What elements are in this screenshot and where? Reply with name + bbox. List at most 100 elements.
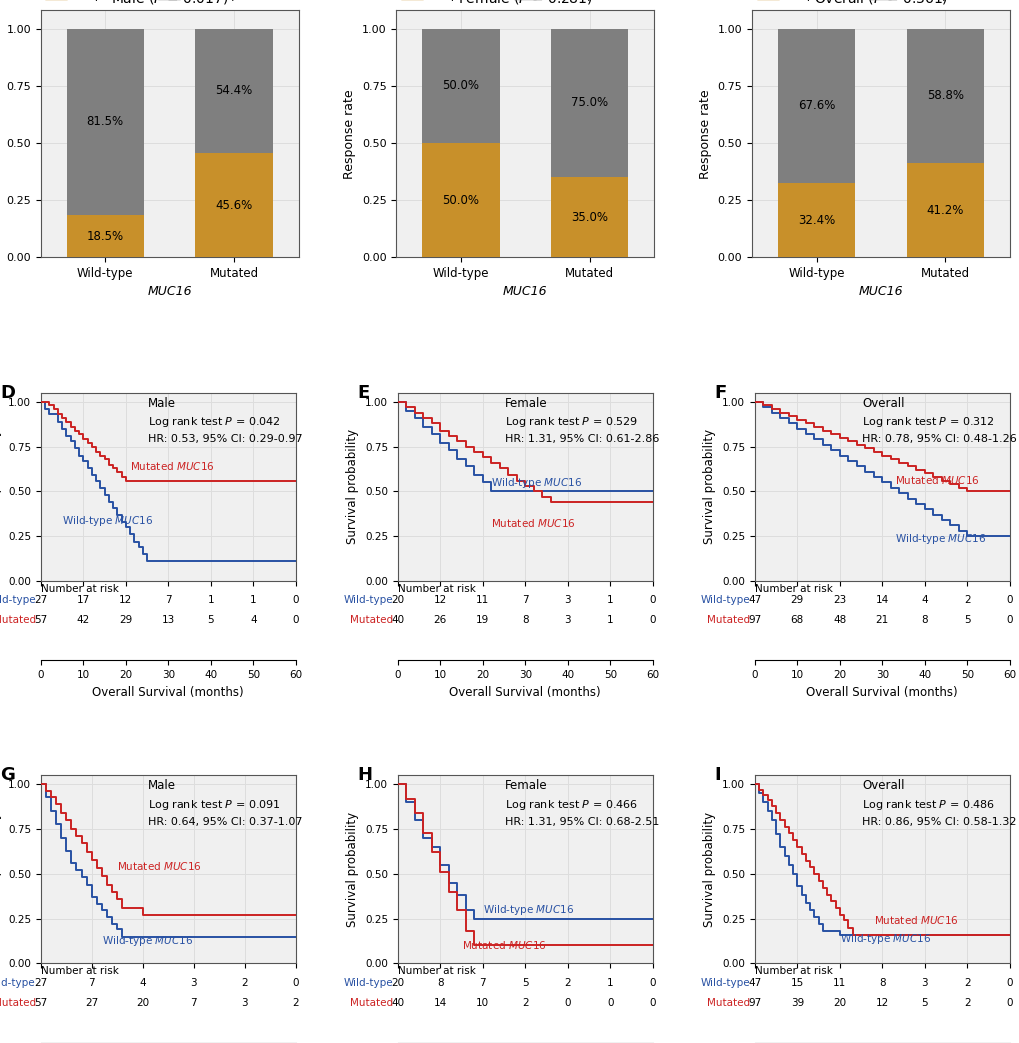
Text: 0: 0 (1006, 615, 1012, 625)
Text: Wild-type $\it{MUC16}$: Wild-type $\it{MUC16}$ (102, 933, 193, 948)
Text: 97: 97 (748, 997, 760, 1008)
Text: 11: 11 (476, 596, 489, 606)
Text: H: H (357, 766, 372, 784)
Legend: Responder, Non-responder: Responder, Non-responder (41, 0, 276, 5)
Text: 50.0%: 50.0% (442, 79, 479, 93)
Text: 45.6%: 45.6% (215, 198, 253, 212)
Text: Male: Male (148, 779, 175, 792)
Text: 2: 2 (292, 997, 299, 1008)
Text: 14: 14 (433, 997, 446, 1008)
Text: 27: 27 (35, 596, 47, 606)
X-axis label: MUC16: MUC16 (502, 286, 547, 298)
Y-axis label: Response rate: Response rate (343, 89, 356, 178)
Text: 20: 20 (833, 997, 846, 1008)
Y-axis label: Survival probability: Survival probability (703, 811, 715, 927)
Text: Female: Female (504, 396, 547, 410)
Text: 7: 7 (479, 978, 486, 988)
Text: 40: 40 (391, 997, 404, 1008)
Bar (66, 215, 144, 258)
Text: Number at risk: Number at risk (754, 966, 832, 976)
Text: 14: 14 (875, 596, 888, 606)
Text: Mutated $\it{MUC16}$: Mutated $\it{MUC16}$ (873, 914, 958, 926)
Text: 5: 5 (963, 615, 970, 625)
Text: Wild-type: Wild-type (700, 978, 750, 988)
Title: Male ($\it{P}$ = 0.017): Male ($\it{P}$ = 0.017) (111, 0, 228, 5)
Text: 18.5%: 18.5% (87, 229, 123, 243)
Text: 23: 23 (833, 596, 846, 606)
Text: 20: 20 (137, 997, 149, 1008)
Text: 47: 47 (748, 596, 760, 606)
Text: Mutated $\it{MUC16}$: Mutated $\it{MUC16}$ (491, 517, 576, 529)
Text: HR: 0.86, 95% CI: 0.58-1.32: HR: 0.86, 95% CI: 0.58-1.32 (861, 817, 1015, 827)
Text: 8: 8 (920, 615, 927, 625)
Text: 12: 12 (433, 596, 446, 606)
Text: 0: 0 (292, 978, 299, 988)
Text: D: D (0, 384, 15, 402)
Text: Log rank test $\it{P}$ = 0.042: Log rank test $\it{P}$ = 0.042 (148, 415, 280, 430)
Text: Wild-type $\it{MUC16}$: Wild-type $\it{MUC16}$ (839, 931, 930, 946)
Text: Number at risk: Number at risk (397, 584, 475, 593)
Text: 19: 19 (476, 615, 489, 625)
Text: 17: 17 (76, 596, 90, 606)
Text: Log rank test $\it{P}$ = 0.466: Log rank test $\it{P}$ = 0.466 (504, 798, 638, 811)
Text: 48: 48 (833, 615, 846, 625)
Text: Mutated $\it{MUC16}$: Mutated $\it{MUC16}$ (895, 475, 979, 486)
Legend: Responder, Non-responder: Responder, Non-responder (751, 0, 986, 5)
Text: 67.6%: 67.6% (797, 99, 835, 113)
Text: Wild-type: Wild-type (343, 596, 393, 606)
Text: 12: 12 (875, 997, 888, 1008)
Text: Mutated: Mutated (0, 997, 36, 1008)
Text: Mutated: Mutated (707, 615, 750, 625)
Text: Mutated: Mutated (0, 615, 37, 625)
Text: 21: 21 (875, 615, 888, 625)
Text: 0: 0 (649, 978, 655, 988)
Title: Female ($\it{P}$ = 0.281): Female ($\it{P}$ = 0.281) (458, 0, 592, 5)
Bar (777, 29, 854, 184)
Text: 0: 0 (649, 596, 655, 606)
Text: 5: 5 (920, 997, 927, 1008)
Text: 11: 11 (833, 978, 846, 988)
Text: Log rank test $\it{P}$ = 0.091: Log rank test $\it{P}$ = 0.091 (148, 798, 280, 811)
Text: 54.4%: 54.4% (215, 84, 253, 97)
Text: 2: 2 (963, 978, 970, 988)
Text: 97: 97 (748, 615, 760, 625)
Text: 57: 57 (35, 997, 47, 1008)
Text: 5: 5 (522, 978, 528, 988)
Text: 50.0%: 50.0% (442, 194, 479, 207)
Text: 7: 7 (522, 596, 528, 606)
Text: Wild-type: Wild-type (343, 978, 393, 988)
Bar (66, 29, 144, 215)
Text: 39: 39 (790, 997, 803, 1008)
Text: 2: 2 (963, 997, 970, 1008)
Text: 2: 2 (522, 997, 528, 1008)
Bar (422, 143, 499, 258)
Text: 1: 1 (606, 596, 613, 606)
Legend: Responder, Non-responder: Responder, Non-responder (396, 0, 632, 5)
Text: 2: 2 (963, 596, 970, 606)
Text: 0: 0 (649, 615, 655, 625)
Text: G: G (0, 766, 15, 784)
Text: 0: 0 (649, 997, 655, 1008)
Text: E: E (357, 384, 369, 402)
Text: Wild-type: Wild-type (700, 596, 750, 606)
Bar (196, 29, 272, 153)
Text: I: I (713, 766, 719, 784)
Bar (196, 153, 272, 258)
Text: 4: 4 (250, 615, 257, 625)
Text: 0: 0 (292, 615, 299, 625)
Text: 13: 13 (162, 615, 174, 625)
Text: Female: Female (504, 779, 547, 792)
Text: Number at risk: Number at risk (41, 966, 118, 976)
Text: Log rank test $\it{P}$ = 0.529: Log rank test $\it{P}$ = 0.529 (504, 415, 637, 430)
Bar (906, 29, 983, 163)
Text: 2: 2 (242, 978, 248, 988)
Text: Log rank test $\it{P}$ = 0.486: Log rank test $\it{P}$ = 0.486 (861, 798, 995, 811)
Text: Wild-type $\it{MUC16}$: Wild-type $\it{MUC16}$ (482, 903, 574, 917)
Text: 3: 3 (242, 997, 248, 1008)
Text: 1: 1 (606, 615, 613, 625)
Text: 0: 0 (292, 596, 299, 606)
Text: 75.0%: 75.0% (571, 96, 607, 110)
Text: 1: 1 (207, 596, 214, 606)
Text: 8: 8 (878, 978, 884, 988)
Text: Wild-type $\it{MUC16}$: Wild-type $\it{MUC16}$ (491, 476, 582, 490)
